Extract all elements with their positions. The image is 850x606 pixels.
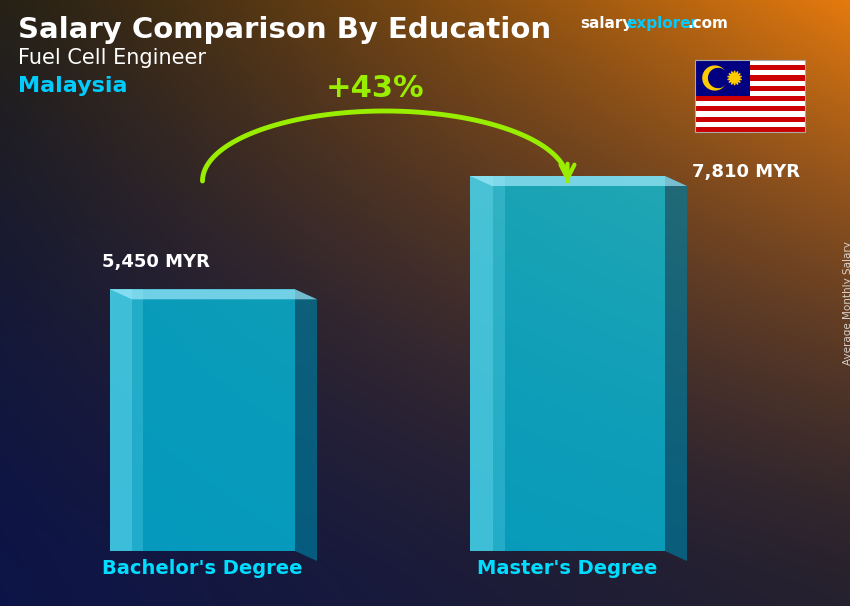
Polygon shape [695, 101, 805, 106]
Polygon shape [695, 65, 805, 70]
Text: Average Monthly Salary: Average Monthly Salary [843, 241, 850, 365]
Polygon shape [695, 75, 805, 81]
Polygon shape [470, 176, 687, 186]
Text: Salary Comparison By Education: Salary Comparison By Education [18, 16, 551, 44]
Polygon shape [695, 60, 805, 65]
Text: salary: salary [580, 16, 632, 31]
Polygon shape [695, 60, 750, 96]
Polygon shape [295, 289, 317, 561]
Polygon shape [695, 112, 805, 116]
Text: .com: .com [688, 16, 728, 31]
Text: explorer: explorer [626, 16, 698, 31]
Text: Master's Degree: Master's Degree [478, 559, 658, 578]
Polygon shape [110, 289, 133, 551]
Polygon shape [695, 96, 805, 101]
Polygon shape [695, 127, 805, 132]
Polygon shape [110, 289, 295, 551]
Polygon shape [695, 85, 805, 91]
Polygon shape [470, 176, 493, 551]
Text: Malaysia: Malaysia [18, 76, 128, 96]
Polygon shape [110, 289, 317, 299]
Polygon shape [493, 176, 505, 551]
Polygon shape [703, 66, 727, 90]
Polygon shape [695, 116, 805, 122]
Polygon shape [695, 70, 805, 75]
Polygon shape [709, 68, 728, 87]
Polygon shape [470, 176, 665, 551]
Text: 5,450 MYR: 5,450 MYR [102, 253, 210, 271]
Polygon shape [665, 176, 687, 561]
Polygon shape [695, 106, 805, 112]
Polygon shape [695, 122, 805, 127]
Text: 7,810 MYR: 7,810 MYR [692, 163, 800, 181]
Polygon shape [728, 71, 741, 85]
Polygon shape [133, 289, 144, 551]
Polygon shape [695, 91, 805, 96]
Text: Fuel Cell Engineer: Fuel Cell Engineer [18, 48, 206, 68]
Text: Bachelor's Degree: Bachelor's Degree [102, 559, 303, 578]
Text: +43%: +43% [326, 74, 424, 103]
Polygon shape [695, 81, 805, 85]
